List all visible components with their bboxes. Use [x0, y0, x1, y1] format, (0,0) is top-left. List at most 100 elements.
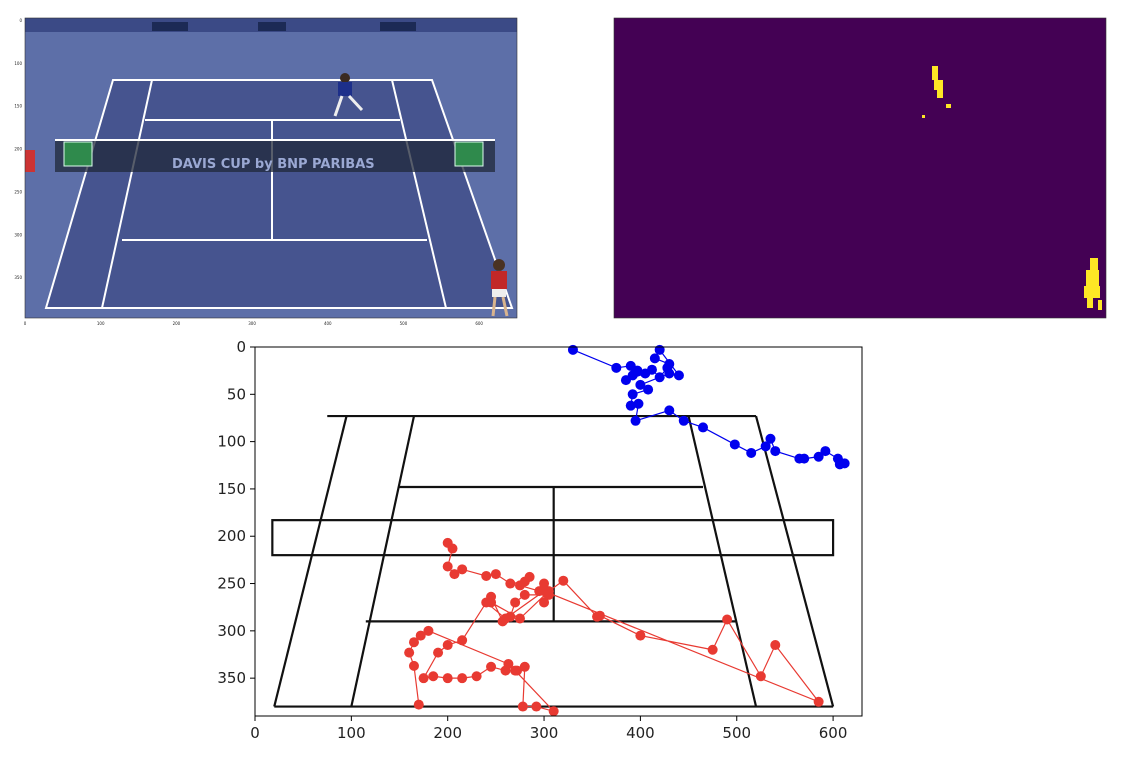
- x-tick-label: 600: [475, 321, 483, 326]
- series-point-1: [457, 635, 468, 646]
- series-point-1: [490, 569, 501, 580]
- series-point-1: [813, 696, 824, 707]
- court-diagram: [271, 414, 835, 708]
- series-point-0: [649, 353, 660, 364]
- y-tick-label: 250: [14, 189, 22, 194]
- series-point-0: [627, 389, 638, 400]
- series-point-1: [548, 706, 559, 717]
- y-tick-label: 350: [217, 669, 246, 687]
- series-point-1: [722, 614, 733, 625]
- y-tick-label: 0: [236, 338, 246, 356]
- y-tick-label: 0: [19, 18, 22, 23]
- y-tick-label: 300: [14, 232, 22, 237]
- series-point-0: [746, 447, 757, 458]
- x-tick-label: 500: [722, 724, 751, 742]
- court-line: [350, 415, 416, 707]
- signage-box: [152, 22, 188, 31]
- x-tick-labels: 0 100 200 300 400 500 600: [24, 321, 484, 326]
- x-tick-label: 600: [819, 724, 848, 742]
- series-point-0: [698, 422, 709, 433]
- x-tick-label: 300: [530, 724, 559, 742]
- series-point-1: [500, 613, 511, 624]
- series-point-1: [514, 613, 525, 624]
- series-point-0: [729, 439, 740, 450]
- trajectory-series: [404, 344, 850, 717]
- series-point-0: [664, 359, 675, 370]
- series-point-0: [839, 458, 850, 469]
- mask-frame: [613, 17, 1107, 319]
- image-frame: [24, 17, 518, 319]
- mask-background: [614, 18, 1106, 318]
- plot-frame: [254, 346, 863, 717]
- series-point-1: [531, 701, 542, 712]
- y-tick-label: 50: [227, 385, 246, 403]
- series-point-1: [447, 543, 458, 554]
- series-point-1: [635, 630, 646, 641]
- x-tick-label: 300: [248, 321, 256, 326]
- series-point-1: [404, 647, 415, 658]
- series-point-0: [567, 344, 578, 355]
- series-point-0: [635, 379, 646, 390]
- series-point-1: [423, 625, 434, 636]
- series-point-1: [770, 640, 781, 651]
- y-tick-label: 150: [14, 104, 22, 109]
- banner-text: DAVIS CUP by BNP PARIBAS: [172, 157, 375, 172]
- player-far: [333, 73, 364, 117]
- y-tick-label: 200: [14, 147, 22, 152]
- series-point-1: [510, 665, 521, 676]
- series-point-1: [408, 637, 419, 648]
- series-point-0: [620, 375, 631, 386]
- series-point-0: [664, 405, 675, 416]
- series-point-1: [539, 586, 550, 597]
- net-sign-right: [454, 141, 484, 167]
- series-point-0: [770, 446, 781, 457]
- series-point-0: [678, 415, 689, 426]
- series-point-1: [503, 658, 514, 669]
- series-point-1: [457, 564, 468, 575]
- series-point-1: [442, 561, 453, 572]
- series-point-0: [760, 441, 771, 452]
- series-point-0: [632, 365, 643, 376]
- trajectory-plot-panel: 0 100 200 300 400 500 600 0 50 100 150 200 250 300 35…: [180, 330, 880, 758]
- y-axis: 0 50 100 150 200 250 300 350: [217, 338, 255, 687]
- y-tick-label: 250: [217, 575, 246, 593]
- series-point-1: [481, 570, 492, 581]
- series-point-1: [486, 661, 497, 672]
- trajectory-plot: 0 100 200 300 400 500 600 0 50 100 150 200 250 300 35…: [217, 338, 863, 742]
- x-tick-label: 500: [400, 321, 408, 326]
- x-tick-label: 100: [97, 321, 105, 326]
- series-point-0: [646, 364, 657, 375]
- series-point-1: [505, 578, 516, 589]
- series-point-1: [481, 597, 492, 608]
- x-tick-label: 400: [324, 321, 332, 326]
- series-line-1: [408, 542, 821, 713]
- y-tick-label: 100: [14, 61, 22, 66]
- series-point-0: [625, 400, 636, 411]
- y-tick-label: 150: [217, 480, 246, 498]
- series-point-0: [654, 372, 665, 383]
- series-point-1: [449, 569, 460, 580]
- y-tick-labels: 0 100 150 200 250 300 350: [14, 18, 22, 280]
- y-tick-label: 300: [217, 622, 246, 640]
- mask-blob-near-player: [1084, 258, 1102, 310]
- series-point-0: [765, 433, 776, 444]
- series-point-0: [633, 398, 644, 409]
- series-point-0: [654, 344, 665, 355]
- signage-box: [380, 22, 416, 31]
- series-point-0: [673, 370, 684, 381]
- series-point-1: [755, 671, 766, 682]
- series-point-0: [813, 451, 824, 462]
- series-point-1: [707, 644, 718, 655]
- mask-panel: [590, 0, 1124, 330]
- series-point-1: [413, 699, 424, 710]
- signage-box: [258, 22, 286, 31]
- player-near: [491, 259, 509, 317]
- series-point-1: [408, 660, 419, 671]
- series-point-1: [428, 671, 439, 682]
- broadcast-frame-image: DAVIS CUP by BNP PARIBAS 0 100 200 300 400 50…: [14, 17, 518, 326]
- x-axis: 0 100 200 300 400 500 600: [250, 716, 847, 742]
- net-rect: [271, 519, 835, 557]
- umpire-chair: [25, 150, 35, 172]
- court-line: [754, 415, 835, 707]
- mask-blob-far-player: [922, 66, 951, 118]
